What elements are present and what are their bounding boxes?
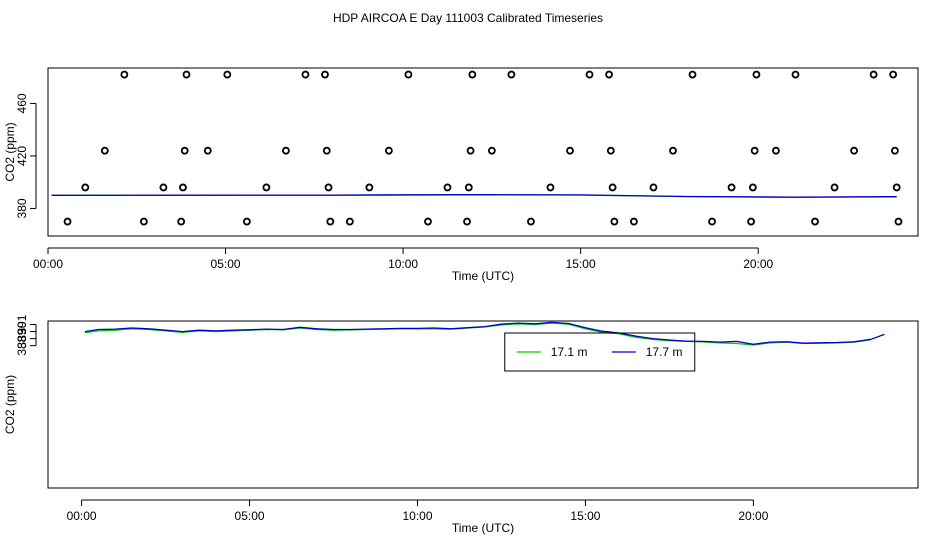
- calibration-point: [466, 146, 475, 155]
- calibration-point: [179, 183, 187, 192]
- calibration-point: [791, 70, 800, 79]
- x-tick-label: 10:00: [388, 257, 418, 271]
- calibration-point: [326, 217, 335, 226]
- y-tick-label: 390: [15, 321, 29, 341]
- figure-title: HDP AIRCOA E Day 111003 Calibrated Times…: [333, 11, 603, 25]
- calibration-point: [811, 217, 819, 226]
- x-axis-label: Time (UTC): [452, 269, 514, 283]
- x-tick-label: 05:00: [211, 257, 241, 271]
- x-tick-label: 00:00: [33, 257, 63, 271]
- y-axis-label: CO2 (ppm): [3, 375, 17, 434]
- calibration-point: [384, 146, 393, 155]
- calibration-point: [566, 146, 574, 155]
- calibration-point: [81, 183, 90, 192]
- plot-co2-timeseries: 00:00 05:00 10:00 15:00 20:00 Time (UTC) 38838…: [3, 314, 919, 535]
- calibration-point: [605, 70, 613, 79]
- calibration-point: [443, 183, 452, 192]
- calibration-point: [223, 70, 232, 79]
- calibration-point: [869, 70, 878, 79]
- y-tick-label: 388: [15, 335, 29, 355]
- calibration-point: [282, 146, 290, 155]
- calibration-point: [830, 183, 839, 192]
- calibration-point: [708, 217, 716, 226]
- calibration-point: [752, 70, 761, 79]
- y-tick-label: 380: [15, 198, 29, 218]
- plot-frame: [47, 320, 919, 489]
- legend: 17.1 m 17.7 m: [504, 332, 696, 372]
- x-tick-label: 10:00: [402, 509, 432, 523]
- calibration-point: [891, 146, 899, 155]
- calibration-point: [649, 183, 658, 192]
- calibration-point: [242, 217, 251, 226]
- calibration-point: [850, 146, 858, 155]
- calibration-point: [468, 70, 477, 79]
- calibration-point: [585, 70, 594, 79]
- x-tick-label: 05:00: [235, 509, 265, 523]
- x-tick-label: 15:00: [570, 509, 600, 523]
- plot-calibration-points: 00:00 05:00 10:00 15:00 20:00 Time (UTC) 380 42…: [3, 67, 919, 283]
- calibration-point: [772, 146, 780, 155]
- calibration-point: [669, 146, 677, 155]
- calibration-point: [606, 146, 615, 155]
- calibration-point: [301, 70, 310, 79]
- calibration-point: [507, 70, 516, 79]
- x-tick-label: 20:00: [738, 509, 768, 523]
- calibration-point: [321, 70, 329, 79]
- calibration-point: [610, 217, 619, 226]
- calibration-point: [324, 183, 333, 192]
- calibration-point: [527, 217, 535, 226]
- calibration-point: [345, 217, 354, 226]
- calibration-point: [889, 70, 898, 79]
- plot-frame: [47, 67, 919, 237]
- calibration-point: [365, 183, 374, 192]
- calibration-point: [750, 146, 759, 155]
- calibration-point: [487, 146, 496, 155]
- calibration-point: [546, 183, 555, 192]
- calibration-point: [180, 146, 189, 155]
- series-line-0: [84, 322, 872, 346]
- calibration-point: [404, 70, 413, 79]
- y-tick-label: 460: [15, 93, 29, 113]
- calibration-point: [120, 70, 129, 79]
- calibration-point: [688, 70, 697, 79]
- calibration-point: [177, 217, 186, 226]
- x-tick-label: 15:00: [566, 257, 596, 271]
- y-tick-label: 391: [15, 314, 29, 334]
- legend-label: 17.7 m: [646, 345, 683, 359]
- calibration-point: [182, 70, 191, 79]
- y-tick-label: 389: [15, 328, 29, 348]
- legend-box: [504, 332, 696, 372]
- calibration-point: [892, 183, 901, 192]
- calibration-point: [747, 217, 756, 226]
- calibration-point: [894, 217, 903, 226]
- calibration-point: [139, 217, 148, 226]
- series-line-1: [51, 194, 897, 198]
- calibration-point: [159, 183, 168, 192]
- y-tick-label: 420: [15, 146, 29, 166]
- calibration-point: [424, 217, 432, 226]
- calibration-point: [203, 146, 212, 155]
- calibration-point: [608, 183, 617, 192]
- calibration-point: [630, 217, 638, 226]
- y-axis-label: CO2 (ppm): [3, 122, 17, 181]
- x-tick-label: 00:00: [67, 509, 97, 523]
- calibration-point: [463, 217, 471, 226]
- calibration-point: [748, 183, 757, 192]
- calibration-point: [322, 146, 331, 155]
- calibration-point: [63, 217, 72, 226]
- calibration-point: [100, 146, 109, 155]
- x-axis-label: Time (UTC): [452, 521, 514, 535]
- calibration-point: [464, 183, 473, 192]
- series-line-1: [84, 321, 885, 345]
- calibration-point: [727, 183, 736, 192]
- legend-label: 17.1 m: [551, 345, 588, 359]
- x-tick-label: 20:00: [743, 257, 773, 271]
- calibration-point: [262, 183, 271, 192]
